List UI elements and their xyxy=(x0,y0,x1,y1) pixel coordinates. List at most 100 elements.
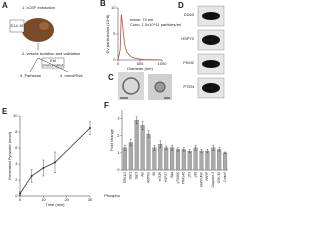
error-bar xyxy=(147,130,150,138)
blot-label: PKM2 xyxy=(183,60,195,65)
bar xyxy=(164,147,169,171)
embryo-detail xyxy=(39,22,49,30)
blot-band xyxy=(202,83,220,93)
y-tick-label: 0 xyxy=(117,167,120,172)
y-tick-label: 2 xyxy=(15,177,18,182)
data-point xyxy=(30,175,33,177)
y-tick-label: 0 xyxy=(113,57,116,62)
y-axis-label: Fold change xyxy=(109,128,114,151)
bar xyxy=(122,147,127,171)
data-point xyxy=(54,161,56,164)
x-tick-label: Stat3 xyxy=(135,172,139,180)
error-bar xyxy=(182,147,185,152)
x-tick-label: SAPK/JNK xyxy=(199,171,203,187)
error-bar xyxy=(153,144,156,151)
bar xyxy=(181,149,186,171)
annotation: Conc: 1.0x10^11 particles/ml xyxy=(130,22,181,27)
bar xyxy=(170,147,175,171)
y-tick-label: 2 xyxy=(117,133,120,138)
blot-label: CD63 xyxy=(184,12,195,17)
bar xyxy=(205,150,210,171)
em-image xyxy=(118,72,144,100)
bar xyxy=(217,149,222,171)
x-tick-label: p70S6K xyxy=(176,171,180,183)
error-bar xyxy=(218,147,221,152)
y-tick-label: 8 xyxy=(15,129,18,134)
error-bar xyxy=(176,147,179,152)
step: 3. Pathscan xyxy=(20,73,41,78)
blot-label: HSP70 xyxy=(181,36,194,41)
x-axis-label: Diameter (nm) xyxy=(127,66,153,71)
error-bar xyxy=(194,144,197,151)
y-axis-label: EV particles/ml (10^8) xyxy=(105,14,110,54)
x-tick-label: 20 xyxy=(64,197,69,202)
error-bar xyxy=(224,151,227,154)
x-tick-label: 0 xyxy=(117,61,120,66)
bar xyxy=(187,150,192,171)
panel-label: D xyxy=(178,1,184,10)
x-tick-label: PARP xyxy=(205,172,209,180)
blot-label: PTEN xyxy=(183,84,194,89)
error-bar xyxy=(159,140,162,148)
bar xyxy=(211,147,216,171)
x-tick-label: p38 xyxy=(193,172,197,178)
x-tick-label: 30 xyxy=(88,197,93,202)
data-point xyxy=(42,167,45,169)
panel-label: F xyxy=(104,101,109,110)
annotation: mean: 74 nm xyxy=(130,17,154,22)
x-tick-label: Control xyxy=(223,172,227,183)
x-tick-label: Stat1 xyxy=(129,172,133,180)
box xyxy=(41,57,65,69)
step: 2. vesicle isolation and validation xyxy=(22,51,80,56)
panel-label: B xyxy=(100,0,106,8)
panel-label: A xyxy=(2,1,8,10)
error-bar xyxy=(200,149,203,154)
x-tick-label: Bad xyxy=(170,172,174,178)
vesicle xyxy=(154,81,166,93)
error-bar xyxy=(129,138,132,147)
data-line xyxy=(117,14,163,61)
x-tick-label: ERK1/2 xyxy=(123,172,127,183)
x-tick-label: AMPKα xyxy=(146,172,150,183)
x-axis-label: Time (min) xyxy=(46,202,66,207)
arrow xyxy=(29,57,39,73)
x-tick-label: HSP27 xyxy=(164,172,168,182)
y-tick-label: 10 xyxy=(13,113,18,118)
error-bar xyxy=(141,120,144,130)
blot-band xyxy=(202,35,220,45)
x-tick-label: Caspase-3 xyxy=(211,172,215,188)
error-bar xyxy=(212,144,215,151)
vesicle xyxy=(122,77,140,95)
figure: A 1. cCEF extraction E14-15 2. vesicle i… xyxy=(2,0,228,207)
y-tick-label: 6 xyxy=(15,145,18,150)
x-tick-label: GSK-3β xyxy=(217,172,221,184)
blots: CD63 HSP70 PKM2 PTEN xyxy=(181,5,225,99)
y-tick-label: 4 xyxy=(15,161,18,166)
panel-label: E xyxy=(2,107,8,116)
y-axis-label: Generated Pyruvate (nmol) xyxy=(7,131,12,180)
embryo-image xyxy=(22,18,54,42)
y-tick-label: 0 xyxy=(15,193,18,198)
blot-band xyxy=(202,60,220,68)
bar xyxy=(128,142,133,171)
x-tick-label: 1000 xyxy=(158,61,168,66)
bar xyxy=(146,133,151,171)
bar xyxy=(134,120,139,171)
bar xyxy=(199,150,204,171)
arrow xyxy=(37,57,69,73)
error-bar xyxy=(188,149,191,154)
x-tick-label: 10 xyxy=(41,197,46,202)
bar xyxy=(152,147,157,171)
bar xyxy=(223,152,228,171)
axis xyxy=(117,8,162,61)
panel-label: C xyxy=(108,73,114,82)
step: 4. microRNA xyxy=(60,73,83,78)
bar xyxy=(158,144,163,171)
bar xyxy=(140,125,145,171)
bar xyxy=(193,147,198,171)
embryo-stage: E14-15 xyxy=(11,23,25,28)
box-text: EM xyxy=(50,58,56,63)
error-bar xyxy=(123,144,126,151)
x-tick-label: 500 xyxy=(137,61,144,66)
y-tick-label: 1 xyxy=(117,150,120,155)
